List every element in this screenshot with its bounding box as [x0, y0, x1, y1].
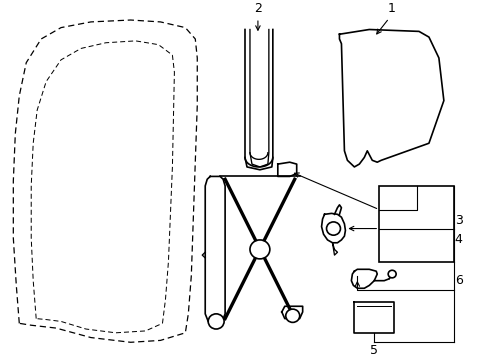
Text: 3: 3 — [454, 215, 462, 228]
Circle shape — [208, 314, 224, 329]
Circle shape — [387, 270, 395, 278]
Text: 1: 1 — [386, 2, 394, 15]
Text: 2: 2 — [253, 2, 262, 15]
Bar — [379, 186, 453, 262]
Text: 5: 5 — [369, 344, 378, 357]
Circle shape — [326, 222, 340, 235]
Circle shape — [285, 309, 299, 323]
Text: 4: 4 — [454, 233, 462, 247]
Circle shape — [249, 240, 269, 259]
Text: 6: 6 — [454, 274, 462, 287]
